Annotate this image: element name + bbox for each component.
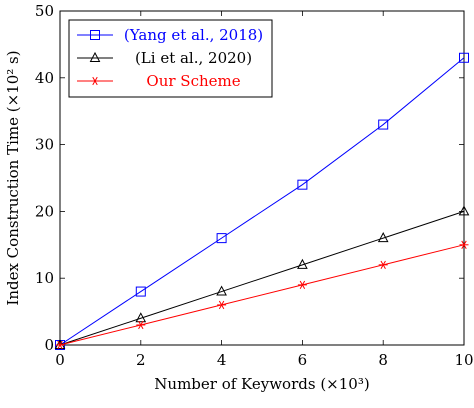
series-layer <box>54 52 470 350</box>
legend-item: Our Scheme <box>77 72 241 90</box>
y-tick-label: 30 <box>35 136 54 154</box>
legend-marker <box>89 51 101 62</box>
x-axis-label: Number of Keywords (×10³) <box>154 375 369 393</box>
x-tick-label: 4 <box>217 351 227 369</box>
data-point-marker <box>55 340 65 350</box>
series-2 <box>55 240 469 350</box>
data-point-marker <box>378 260 388 269</box>
series-line <box>59 244 465 346</box>
x-tick-label: 8 <box>378 351 388 369</box>
legend-item: (Yang et al., 2018) <box>77 26 263 44</box>
data-point-marker <box>378 119 389 130</box>
series-0 <box>55 52 469 350</box>
y-tick-label: 10 <box>35 269 54 287</box>
y-axis-label: Index Construction Time (×10² s) <box>4 50 22 305</box>
data-point-marker <box>136 320 146 330</box>
series-line <box>59 210 465 346</box>
series-1 <box>54 205 470 349</box>
data-point-marker <box>297 258 308 269</box>
x-tick-label: 10 <box>454 351 473 369</box>
data-point-marker <box>459 52 469 63</box>
legend-item: (Li et al., 2020) <box>77 49 252 67</box>
data-point-marker <box>216 233 227 244</box>
legend-label: (Yang et al., 2018) <box>124 26 263 44</box>
legend-label: (Li et al., 2020) <box>135 49 252 67</box>
legend-marker <box>90 76 100 86</box>
x-tick-label: 2 <box>136 351 146 369</box>
y-tick-label: 40 <box>35 69 54 87</box>
y-tick-label: 20 <box>35 202 54 220</box>
data-point-marker <box>377 232 389 243</box>
legend-marker <box>90 30 100 40</box>
data-point-marker <box>216 285 227 296</box>
legend: (Yang et al., 2018) (Li et al., 2020) Our … <box>68 19 273 98</box>
data-point-marker <box>135 312 147 323</box>
x-tick-label: 0 <box>55 351 65 369</box>
data-point-marker <box>135 286 146 297</box>
plot-frame <box>59 10 465 346</box>
data-point-marker <box>459 240 469 249</box>
plot-area: 0 2 4 6 8 10 0 10 20 30 40 50 <box>35 2 474 369</box>
data-point-marker <box>297 179 308 190</box>
x-tick-label: 6 <box>298 351 308 369</box>
data-point-marker <box>217 300 227 310</box>
y-tick-label: 0 <box>44 336 54 354</box>
data-point-marker <box>297 280 307 290</box>
legend-label: Our Scheme <box>146 72 240 90</box>
series-line <box>59 57 465 346</box>
data-point-marker <box>458 205 470 216</box>
y-tick-label: 50 <box>35 2 54 20</box>
